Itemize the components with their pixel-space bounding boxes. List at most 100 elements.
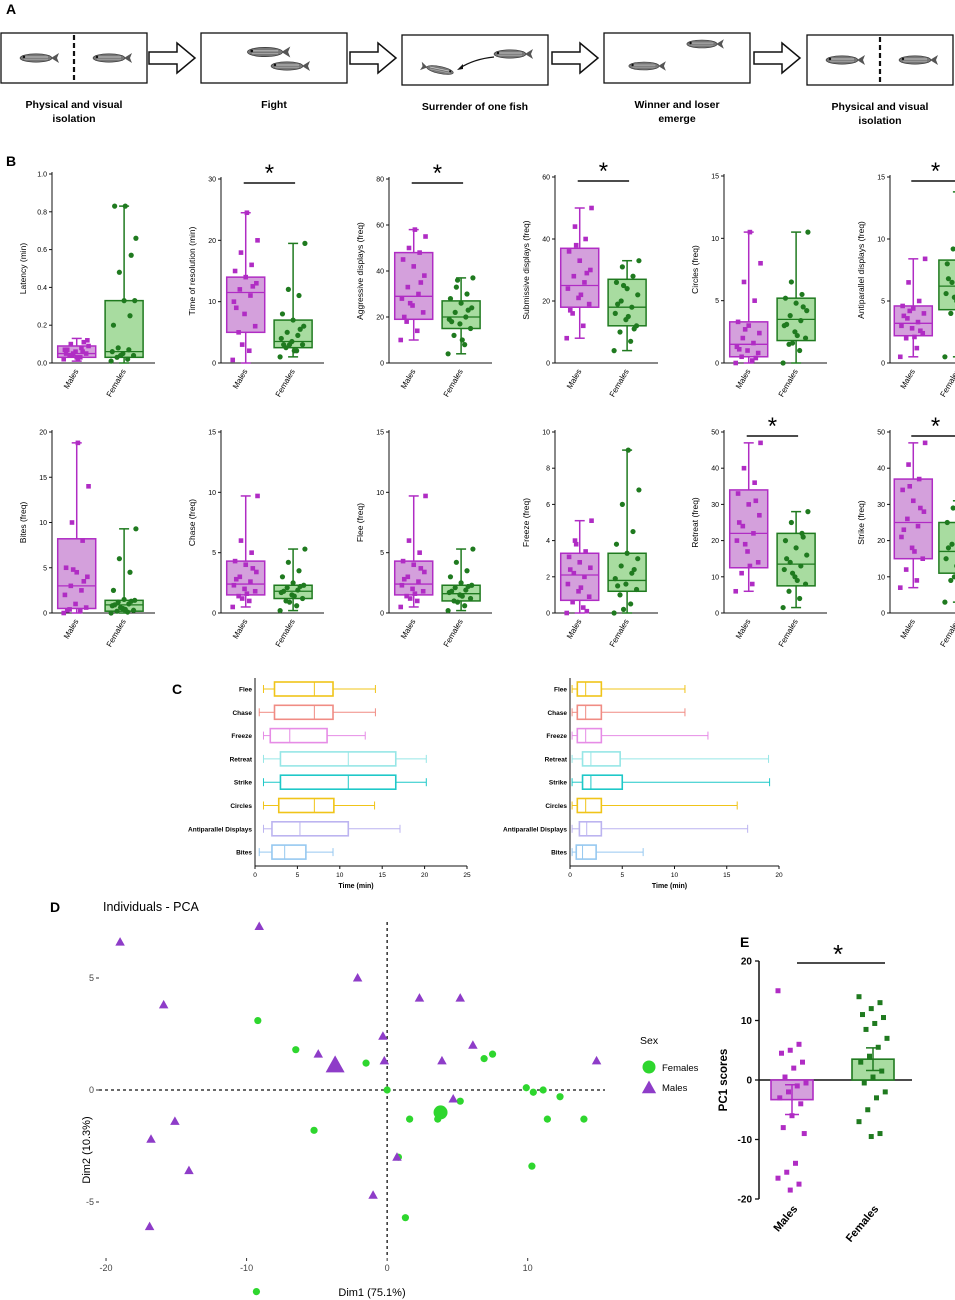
arrow-head xyxy=(457,64,463,70)
category-label: Antiparallel Displays xyxy=(188,826,252,833)
data-point-square xyxy=(417,550,422,555)
y-tick-label: 0 xyxy=(746,1076,752,1087)
data-point-square xyxy=(401,314,407,320)
significance-asterisk: * xyxy=(265,160,274,187)
data-point-square xyxy=(922,440,928,446)
x-axis-label: Dim1 (75.1%) xyxy=(338,1287,405,1299)
data-point-square xyxy=(86,343,91,349)
data-point-square xyxy=(907,484,913,489)
x-tick-label: Females xyxy=(105,618,128,649)
data-point-circle xyxy=(942,599,948,605)
data-point-square xyxy=(242,586,247,592)
timing-box-antiparallel-displays xyxy=(262,820,401,837)
data-point-circle xyxy=(788,519,794,526)
data-point-circle xyxy=(794,577,800,584)
pca-point-female xyxy=(556,1093,564,1101)
data-point-circle xyxy=(628,601,634,607)
females-box xyxy=(441,275,481,357)
y-tick-label: 10 xyxy=(208,299,216,306)
data-point-square xyxy=(786,1089,791,1095)
data-point-square xyxy=(735,319,741,325)
fish-shape xyxy=(686,39,724,49)
pca-point-female xyxy=(254,1016,262,1025)
panel-d-pca: Individuals - PCA -20 -10 0 10 5 0 -5 Dim1 (75.1… xyxy=(81,900,699,1299)
data-point-square xyxy=(900,303,905,309)
x-tick-label: 0 xyxy=(568,872,572,879)
data-point-square xyxy=(420,588,426,594)
boxplot-resolution: 0 10 20 30 Time of resolution (min) Males Fema… xyxy=(187,160,324,399)
y-axis-label: Antiparallel displays (freq) xyxy=(856,221,866,319)
pca-point-male xyxy=(448,1093,458,1103)
data-point-circle xyxy=(612,310,618,316)
data-point-circle xyxy=(805,509,811,515)
iqr-box xyxy=(279,751,397,767)
fish-tail xyxy=(51,53,59,63)
timing-plot-timing_right: 0 5 10 15 20 Time (min) Flee Chase Freeze Retreat… xyxy=(503,678,783,890)
data-point-square xyxy=(243,274,249,280)
males-box xyxy=(56,440,97,616)
data-point-square xyxy=(746,323,752,328)
data-point-square xyxy=(586,594,592,600)
fish-eye xyxy=(95,55,99,59)
data-point-circle xyxy=(787,559,793,565)
data-point-square xyxy=(580,605,586,610)
data-point-circle xyxy=(284,329,290,335)
data-point-square xyxy=(757,330,762,336)
y-tick-label: 0 xyxy=(881,611,885,618)
data-point-square xyxy=(254,280,259,286)
pca-point-male xyxy=(455,993,465,1002)
significance-asterisk: * xyxy=(833,939,843,969)
data-point-square xyxy=(246,598,252,604)
data-point-circle xyxy=(445,607,451,614)
data-point-square xyxy=(77,355,83,360)
data-point-circle xyxy=(797,347,803,354)
y-tick-label: 0 xyxy=(715,611,719,618)
data-point-circle xyxy=(618,563,624,569)
x-tick-label: Females xyxy=(442,368,465,399)
data-point-circle xyxy=(948,577,954,584)
fish-tail xyxy=(857,55,865,65)
y-tick-label: 40 xyxy=(376,269,384,276)
fish-body xyxy=(825,55,859,65)
data-point-square xyxy=(414,328,420,334)
data-point-square xyxy=(230,357,236,363)
data-point-square xyxy=(733,360,739,366)
data-point-square xyxy=(252,588,258,594)
fish-shape xyxy=(19,53,59,63)
data-point-square xyxy=(739,354,744,360)
data-point-circle xyxy=(617,592,623,598)
data-point-square xyxy=(401,576,407,582)
data-point-circle xyxy=(625,447,631,453)
y-tick-label: 60 xyxy=(376,223,384,230)
data-point-square xyxy=(578,292,584,298)
data-point-square xyxy=(79,345,84,351)
data-point-square xyxy=(573,242,579,248)
x-tick-label: Females xyxy=(274,368,297,399)
category-label: Bites xyxy=(551,850,567,857)
data-point-square xyxy=(910,498,916,504)
y-tick-label: -10 xyxy=(738,1135,753,1146)
iqr-box xyxy=(893,305,934,337)
pca-point-male xyxy=(146,1134,156,1143)
y-tick-label: 80 xyxy=(376,177,384,184)
panel-b-boxplots: 0.0 0.2 0.4 0.6 0.8 1.0 Latency (min) Males Fema… xyxy=(18,158,955,649)
y-tick-label: 50 xyxy=(711,430,719,437)
data-point-circle xyxy=(789,570,796,576)
x-tick-label: 5 xyxy=(296,872,300,879)
data-point-circle xyxy=(126,347,132,353)
data-point-circle xyxy=(611,348,617,354)
data-point-square xyxy=(735,491,741,496)
procedure-step-label: Winner and loser xyxy=(634,99,719,111)
procedure-step-label: isolation xyxy=(52,113,95,125)
pca-point-female xyxy=(488,1050,497,1058)
data-point-square xyxy=(565,581,571,587)
data-point-square xyxy=(571,273,577,279)
data-point-square xyxy=(423,234,428,239)
iqr-box xyxy=(225,276,266,334)
data-point-circle xyxy=(619,264,625,270)
males-box xyxy=(559,205,600,341)
x-tick-label: 10 xyxy=(671,872,679,879)
iqr-box xyxy=(273,681,334,697)
pca-point-female xyxy=(406,1115,414,1123)
data-point-square xyxy=(884,1035,890,1041)
